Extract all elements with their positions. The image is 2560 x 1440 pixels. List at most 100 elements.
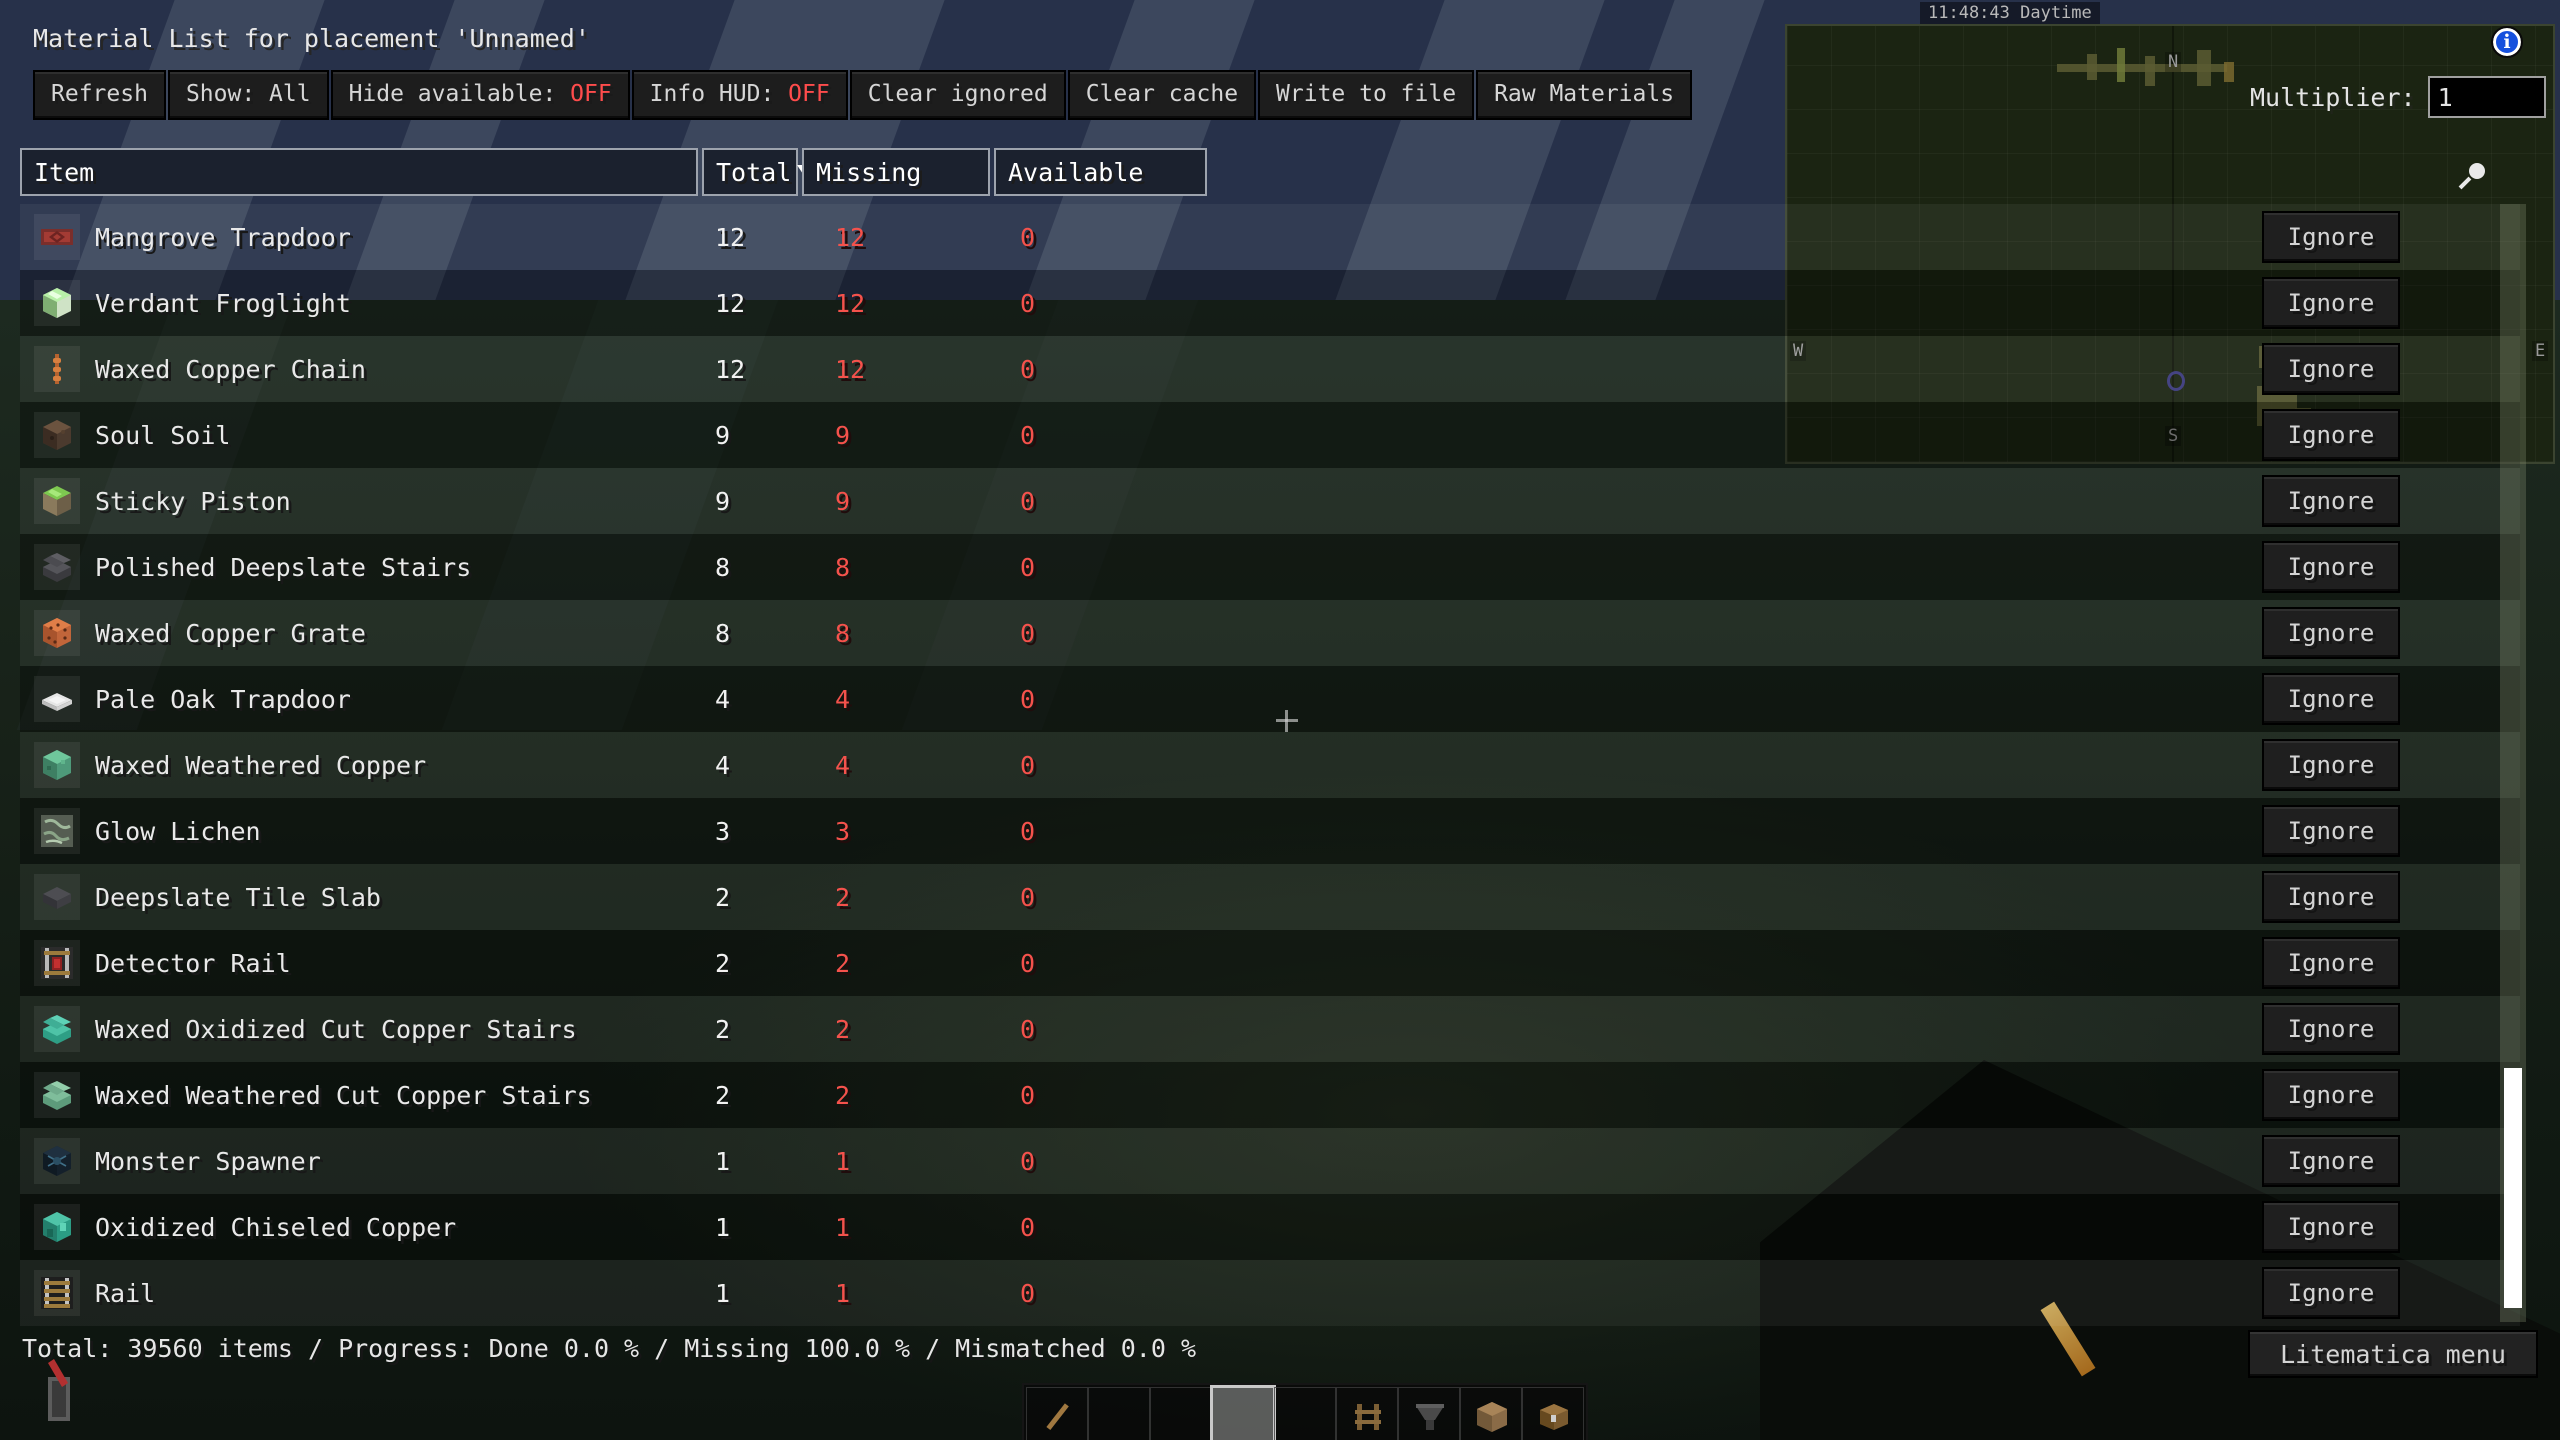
ignore-button[interactable]: Ignore — [2262, 673, 2400, 725]
held-item — [40, 1355, 80, 1425]
list-scrollbar-thumb[interactable] — [2504, 1068, 2522, 1308]
cell-missing: 8 — [835, 552, 851, 582]
search-icon[interactable] — [2455, 160, 2489, 194]
cell-total: 1 — [715, 1278, 731, 1308]
ignore-button[interactable]: Ignore — [2262, 1135, 2400, 1187]
show-filter-button[interactable]: Show: All — [167, 70, 329, 120]
table-row[interactable]: Oxidized Chiseled Copper 1 1 0 Ignore — [20, 1194, 2520, 1260]
refresh-button[interactable]: Refresh — [33, 70, 166, 120]
multiplier-input[interactable] — [2427, 76, 2546, 118]
ignore-button[interactable]: Ignore — [2262, 937, 2400, 989]
item-name: Oxidized Chiseled Copper — [95, 1212, 457, 1242]
ignore-button[interactable]: Ignore — [2262, 1201, 2400, 1253]
cell-missing: 1 — [835, 1212, 851, 1242]
table-row[interactable]: Deepslate Tile Slab 2 2 0 Ignore — [20, 864, 2520, 930]
hotbar-slot-9[interactable] — [1522, 1387, 1584, 1440]
column-header-total[interactable]: Total — [702, 148, 818, 196]
cell-available: 0 — [1020, 882, 1036, 912]
ignore-button[interactable]: Ignore — [2262, 409, 2400, 461]
ignore-button[interactable]: Ignore — [2262, 871, 2400, 923]
table-row[interactable]: Monster Spawner 1 1 0 Ignore — [20, 1128, 2520, 1194]
pale-oak-trapdoor-icon — [34, 676, 80, 722]
cell-total: 12 — [715, 288, 746, 318]
stick-icon — [1039, 1398, 1077, 1436]
table-row[interactable]: Waxed Weathered Cut Copper Stairs 2 2 0 Igno… — [20, 1062, 2520, 1128]
cell-missing: 1 — [835, 1146, 851, 1176]
cell-available: 0 — [1020, 552, 1036, 582]
table-row[interactable]: Soul Soil 9 9 0 Ignore — [20, 402, 2520, 468]
litematica-menu-button[interactable]: Litematica menu — [2248, 1330, 2538, 1378]
cell-total: 4 — [715, 750, 731, 780]
ignore-button[interactable]: Ignore — [2262, 211, 2400, 263]
cell-available: 0 — [1020, 1014, 1036, 1044]
cell-total: 12 — [715, 222, 746, 252]
info-hud-button[interactable]: Info HUD: OFF — [631, 70, 848, 120]
cell-missing: 9 — [835, 420, 851, 450]
waxed-copper-chain-icon — [34, 346, 80, 392]
ignore-button[interactable]: Ignore — [2262, 1267, 2400, 1319]
table-row[interactable]: Waxed Copper Grate 8 8 0 Ignore — [20, 600, 2520, 666]
cell-available: 0 — [1020, 354, 1036, 384]
hotbar-slot-1[interactable] — [1026, 1387, 1088, 1440]
hotbar-slot-8[interactable] — [1460, 1387, 1522, 1440]
table-row[interactable]: Waxed Copper Chain 12 12 0 Ignore — [20, 336, 2520, 402]
table-row[interactable]: Glow Lichen 3 3 0 Ignore — [20, 798, 2520, 864]
item-name: Glow Lichen — [95, 816, 261, 846]
ignore-button[interactable]: Ignore — [2262, 1069, 2400, 1121]
table-row[interactable]: Polished Deepslate Stairs 8 8 0 Ignore — [20, 534, 2520, 600]
column-header-missing[interactable]: Missing — [802, 148, 990, 196]
table-row[interactable]: Waxed Oxidized Cut Copper Stairs 2 2 0 Ignor… — [20, 996, 2520, 1062]
raw-materials-button[interactable]: Raw Materials — [1476, 70, 1693, 120]
table-row[interactable]: Mangrove Trapdoor 12 12 0 Ignore — [20, 204, 2520, 270]
ignore-button[interactable]: Ignore — [2262, 475, 2400, 527]
ignore-button[interactable]: Ignore — [2262, 541, 2400, 593]
cell-total: 2 — [715, 1080, 731, 1110]
ignore-button[interactable]: Ignore — [2262, 739, 2400, 791]
write-to-file-button[interactable]: Write to file — [1258, 70, 1475, 120]
hotbar-slot-5[interactable] — [1274, 1387, 1336, 1440]
hotbar-slot-3[interactable] — [1150, 1387, 1212, 1440]
table-row[interactable]: Verdant Froglight 12 12 0 Ignore — [20, 270, 2520, 336]
item-name: Polished Deepslate Stairs — [95, 552, 472, 582]
hotbar-slot-2[interactable] — [1088, 1387, 1150, 1440]
cell-available: 0 — [1020, 684, 1036, 714]
hotbar-slot-4[interactable] — [1210, 1385, 1276, 1440]
cell-missing: 2 — [835, 1014, 851, 1044]
table-row[interactable]: Detector Rail 2 2 0 Ignore — [20, 930, 2520, 996]
ignore-button[interactable]: Ignore — [2262, 805, 2400, 857]
cell-total: 2 — [715, 1014, 731, 1044]
column-header-item[interactable]: Item — [20, 148, 698, 196]
info-icon[interactable]: i — [2491, 26, 2523, 58]
cell-missing: 3 — [835, 816, 851, 846]
hotbar-slot-6[interactable] — [1336, 1387, 1398, 1440]
cell-total: 12 — [715, 354, 746, 384]
item-name: Waxed Copper Grate — [95, 618, 366, 648]
cell-missing: 2 — [835, 1080, 851, 1110]
status-bar: Total: 39560 items / Progress: Done 0.0 … — [22, 1334, 1196, 1363]
table-row[interactable]: Sticky Piston 9 9 0 Ignore — [20, 468, 2520, 534]
cell-total: 3 — [715, 816, 731, 846]
ignore-button[interactable]: Ignore — [2262, 607, 2400, 659]
hide-available-button-value: OFF — [570, 81, 612, 107]
column-header-available[interactable]: Available — [994, 148, 1207, 196]
waxed-weathered-copper-icon — [34, 742, 80, 788]
list-scrollbar-track[interactable] — [2500, 204, 2526, 1322]
minimap-east-label: E — [2532, 341, 2549, 361]
cell-available: 0 — [1020, 618, 1036, 648]
hotbar-slot-7[interactable] — [1398, 1387, 1460, 1440]
table-row[interactable]: Pale Oak Trapdoor 4 4 0 Ignore — [20, 666, 2520, 732]
cell-total: 2 — [715, 882, 731, 912]
soul-soil-icon — [34, 412, 80, 458]
ignore-button[interactable]: Ignore — [2262, 1003, 2400, 1055]
ignore-button[interactable]: Ignore — [2262, 343, 2400, 395]
table-row[interactable]: Waxed Weathered Copper 4 4 0 Ignore — [20, 732, 2520, 798]
clear-ignored-button[interactable]: Clear ignored — [849, 70, 1066, 120]
ignore-button[interactable]: Ignore — [2262, 277, 2400, 329]
item-name: Verdant Froglight — [95, 288, 351, 318]
raw-materials-button-label: Raw Materials — [1494, 81, 1675, 107]
hide-available-button[interactable]: Hide available: OFF — [330, 70, 630, 120]
table-row[interactable]: Rail 1 1 0 Ignore — [20, 1260, 2520, 1326]
clear-cache-button[interactable]: Clear cache — [1067, 70, 1257, 120]
polished-deepslate-stairs-icon — [34, 544, 80, 590]
